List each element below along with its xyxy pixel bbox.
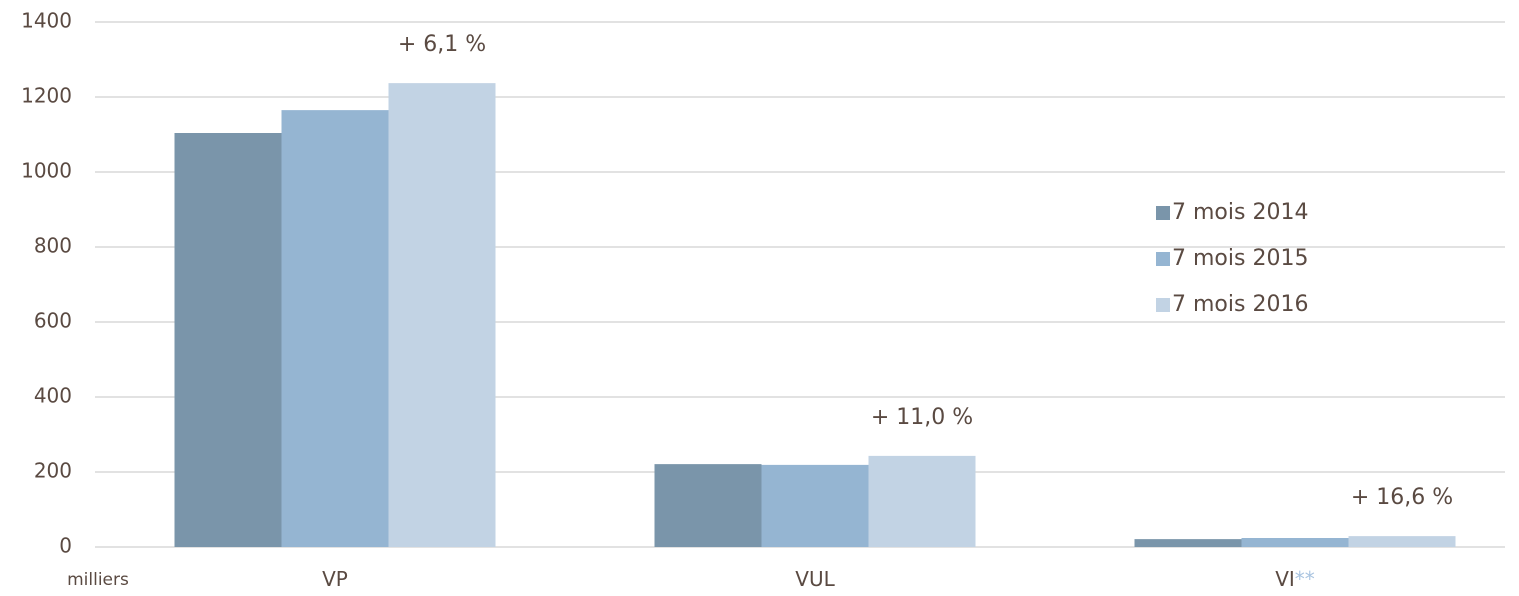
annotation: + 11,0 % [871, 405, 973, 430]
y-tick-label: 0 [59, 534, 72, 558]
bar [388, 83, 496, 547]
legend-swatch [1156, 206, 1170, 220]
bar [174, 133, 282, 547]
x-tick-label: VI** [1275, 567, 1315, 591]
x-tick-label: VUL [795, 567, 835, 591]
bar [1348, 536, 1456, 547]
bar [868, 455, 976, 547]
bar [654, 464, 762, 547]
bar [1241, 538, 1349, 547]
y-tick-label: 1200 [21, 84, 72, 108]
y-tick-label: 200 [34, 459, 72, 483]
category-name: VI [1275, 567, 1295, 591]
legend-swatch [1156, 298, 1170, 312]
legend-swatch [1156, 252, 1170, 266]
category-note: ** [1295, 567, 1315, 591]
legend-label: 7 mois 2015 [1172, 246, 1308, 271]
x-tick-label: VP [322, 567, 348, 591]
legend-label: 7 mois 2016 [1172, 292, 1308, 317]
annotation: + 6,1 % [398, 32, 486, 57]
category-name: VP [322, 567, 348, 591]
y-tick-label: 600 [34, 309, 72, 333]
bar [281, 110, 389, 547]
y-tick-label: 400 [34, 384, 72, 408]
annotation: + 16,6 % [1351, 485, 1453, 510]
category-name: VUL [795, 567, 835, 591]
bar [1134, 539, 1242, 547]
y-tick-label: 1000 [21, 159, 72, 183]
y-tick-label: 800 [34, 234, 72, 258]
y-tick-label: 1400 [21, 9, 72, 33]
legend-label: 7 mois 2014 [1172, 200, 1308, 225]
bar [761, 464, 869, 547]
unit-label: milliers [67, 570, 129, 590]
